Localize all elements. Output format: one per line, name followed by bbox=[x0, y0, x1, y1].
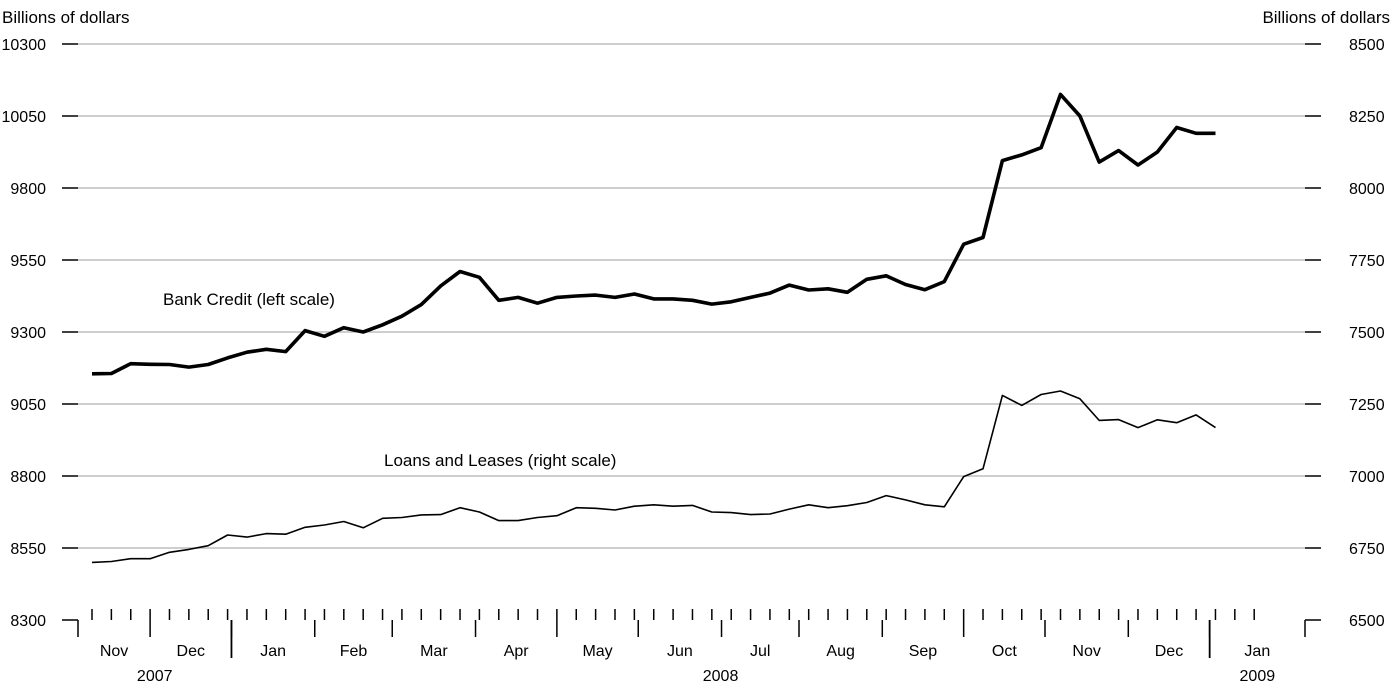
month-label: Jul bbox=[750, 643, 770, 660]
x-axis: Nov Dec Jan Feb Mar Apr May Jun Jul Aug Sep Oct Nov D… bbox=[77, 609, 1306, 685]
right-axis-tick-label: 7750 bbox=[1349, 253, 1385, 270]
month-label: Nov bbox=[1072, 643, 1100, 660]
series-label-loans-and-leases: Loans and Leases (right scale) bbox=[384, 451, 616, 470]
year-label: 2008 bbox=[703, 668, 739, 685]
left-axis-tick-label: 8800 bbox=[10, 469, 46, 486]
gridlines bbox=[78, 43, 1305, 549]
series-label-bank-credit: Bank Credit (left scale) bbox=[163, 290, 335, 309]
month-label: Jan bbox=[260, 643, 286, 660]
right-axis-title: Billions of dollars bbox=[1262, 8, 1390, 27]
year-label: 2007 bbox=[137, 668, 173, 685]
right-axis-tick-label: 8250 bbox=[1349, 109, 1385, 126]
month-label: Jun bbox=[667, 643, 693, 660]
month-label: Jan bbox=[1244, 643, 1270, 660]
right-axis-tick-label: 8500 bbox=[1349, 37, 1385, 54]
right-axis-tick-label: 8000 bbox=[1349, 181, 1385, 198]
month-label: Apr bbox=[504, 643, 530, 660]
right-axis-tick-label: 6500 bbox=[1349, 613, 1385, 630]
month-label: Mar bbox=[420, 643, 448, 660]
month-label: Dec bbox=[177, 643, 205, 660]
series-line-loans-and-leases bbox=[91, 390, 1216, 564]
left-axis-title: Billions of dollars bbox=[2, 8, 130, 27]
month-label: Aug bbox=[826, 643, 854, 660]
left-axis-tick-label: 10300 bbox=[2, 37, 47, 54]
left-axis-tick-label: 9800 bbox=[10, 181, 46, 198]
month-label: Nov bbox=[100, 643, 128, 660]
month-label: May bbox=[582, 643, 612, 660]
right-axis-tick-label: 7000 bbox=[1349, 469, 1385, 486]
left-axis-tick-label: 10050 bbox=[2, 109, 47, 126]
left-axis-tick-label: 9550 bbox=[10, 253, 46, 270]
series-lines bbox=[91, 92, 1216, 564]
right-axis-tick-label: 7250 bbox=[1349, 397, 1385, 414]
month-label: Sep bbox=[909, 643, 938, 660]
right-axis-tick-label: 6750 bbox=[1349, 541, 1385, 558]
series-line-bank-credit bbox=[91, 92, 1216, 376]
month-label: Feb bbox=[340, 643, 368, 660]
year-label: 2009 bbox=[1240, 668, 1276, 685]
axes: Billions of dollars Billions of dollars … bbox=[2, 8, 1391, 630]
series-labels: Bank Credit (left scale) Loans and Lease… bbox=[163, 290, 616, 470]
left-axis-tick-label: 8550 bbox=[10, 541, 46, 558]
left-axis-tick-label: 9300 bbox=[10, 325, 46, 342]
right-axis-tick-label: 7500 bbox=[1349, 325, 1385, 342]
month-label: Oct bbox=[992, 643, 1017, 660]
left-axis-tick-label: 9050 bbox=[10, 397, 46, 414]
month-label: Dec bbox=[1155, 643, 1183, 660]
left-axis-tick-label: 8300 bbox=[10, 613, 46, 630]
